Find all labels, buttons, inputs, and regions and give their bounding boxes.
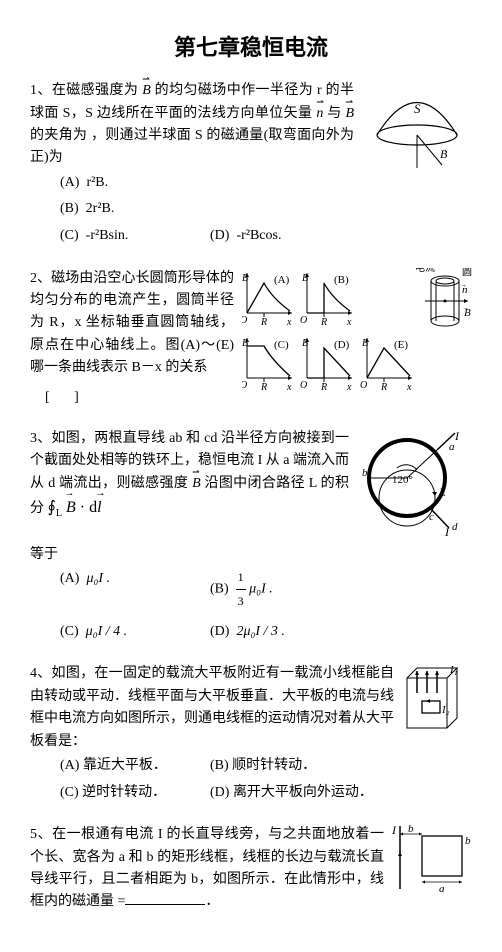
- svg-text:a: a: [439, 883, 445, 894]
- p1-vec-b: ⇀B: [142, 83, 151, 98]
- svg-text:I: I: [454, 429, 460, 443]
- p1-opt-c: (C) -r²Bsin.: [60, 223, 210, 250]
- p1-diagram: S B →: [362, 80, 472, 175]
- svg-text:圆筒: 圆筒: [462, 268, 472, 278]
- svg-text:→: →: [462, 304, 469, 312]
- p3-integral: ∮L ⇀B · d⇀l: [48, 499, 102, 516]
- p5-diagram: I b a b: [392, 824, 472, 894]
- svg-text:I₂: I₂: [441, 704, 450, 716]
- problem-3: 120° I a b c d I L 3、如图，两根直导线 ab 和 cd 沿半…: [30, 428, 472, 646]
- svg-text:O: O: [242, 380, 247, 391]
- svg-text:R: R: [260, 317, 267, 328]
- p3-vec-b: ⇀B: [192, 476, 201, 491]
- svg-text:I₁: I₁: [449, 664, 458, 676]
- svg-text:x: x: [346, 382, 352, 393]
- svg-text:(E): (E): [394, 339, 408, 351]
- svg-text:L: L: [438, 485, 446, 499]
- p3-opt-d: (D) 2μ₀I / 3 .: [210, 619, 360, 646]
- p5-blank: [125, 904, 205, 905]
- p1-vec-n: ⇀n: [316, 106, 323, 121]
- svg-text:R: R: [260, 382, 267, 393]
- svg-text:b: b: [408, 824, 414, 835]
- svg-text:B: B: [242, 273, 248, 284]
- p5-text: 5、在一根通有电流 I 的长直导线旁，与之共面地放着一个长、宽各为 a 和 b …: [30, 827, 384, 909]
- svg-text:O: O: [300, 380, 307, 391]
- svg-text:O: O: [242, 315, 247, 326]
- svg-text:c: c: [429, 511, 434, 523]
- svg-text:x: x: [346, 317, 352, 328]
- svg-text:(B): (B): [334, 274, 349, 286]
- svg-text:a: a: [449, 441, 455, 453]
- svg-text:B: B: [362, 338, 368, 349]
- svg-text:S: S: [414, 101, 421, 116]
- problem-2: 电流 圆筒 n → B → B R x O (A): [30, 268, 472, 410]
- p1-text-c: 与: [327, 106, 341, 121]
- svg-text:R: R: [320, 382, 327, 393]
- p4-opt-b: (B) 顺时针转动．: [210, 753, 360, 780]
- p3-text-c: 等于: [30, 538, 472, 566]
- svg-text:O: O: [360, 380, 367, 391]
- problem-5: I b a b 5、在一根通有电流 I 的长直导线旁，与之共面地放着一个长、宽各…: [30, 824, 472, 914]
- problem-4: I₁ I₂ 4、如图，在一固定的载流大平板附近有一载流小线框能自由转动或平动．线…: [30, 663, 472, 806]
- p3-opt-a: (A) μ₀I .: [60, 566, 210, 613]
- svg-text:b: b: [362, 467, 368, 479]
- chapter-title: 第七章稳恒电流: [30, 30, 472, 65]
- p1-vec-b2: ⇀B: [345, 106, 354, 121]
- svg-text:x: x: [286, 317, 292, 328]
- p4-opt-d: (D) 离开大平板向外运动．: [210, 780, 410, 807]
- p3-diagram: 120° I a b c d I L: [357, 428, 472, 538]
- svg-text:120°: 120°: [392, 474, 413, 486]
- svg-text:I: I: [444, 525, 450, 538]
- p2-diagrams: 电流 圆筒 n → B → B R x O (A): [242, 268, 472, 398]
- svg-text:d: d: [452, 521, 458, 533]
- svg-text:B: B: [242, 338, 248, 349]
- svg-text:x: x: [286, 382, 292, 393]
- svg-text:b: b: [465, 835, 471, 847]
- p4-opt-c: (C) 逆时针转动．: [60, 780, 210, 807]
- svg-text:B: B: [302, 273, 308, 284]
- svg-text:→: →: [460, 281, 467, 289]
- svg-text:(D): (D): [334, 339, 350, 351]
- p4-opt-a: (A) 靠近大平板．: [60, 753, 210, 780]
- problem-1: S B → 1、在磁感强度为 ⇀B 的均匀磁场中作一半径为 r 的半球面 S，S…: [30, 80, 472, 249]
- svg-text:O: O: [300, 315, 307, 326]
- p3-opt-c: (C) μ₀I / 4 .: [60, 619, 210, 646]
- p1-text-d: 的夹角为 ，则通过半球面 S 的磁通量(取弯面向外为正)为: [30, 128, 354, 165]
- svg-text:B: B: [302, 338, 308, 349]
- p1-text-a: 1、在磁感强度为: [30, 83, 138, 98]
- p1-opt-d: (D) -r²Bcos.: [210, 223, 360, 250]
- svg-text:(C): (C): [274, 339, 289, 351]
- p1-opt-a: (A) r²B.: [60, 170, 210, 197]
- svg-text:(A): (A): [274, 274, 290, 286]
- svg-text:x: x: [406, 382, 412, 393]
- svg-text:I: I: [392, 824, 397, 837]
- svg-text:电流: 电流: [415, 268, 435, 274]
- p1-opt-b: (B) 2r²B.: [60, 196, 210, 223]
- p4-diagram: I₁ I₂: [402, 663, 472, 738]
- svg-text:R: R: [380, 382, 387, 393]
- svg-text:→: →: [440, 145, 448, 154]
- p3-opt-b: (B) 13 μ₀I .: [210, 566, 360, 613]
- svg-text:R: R: [320, 317, 327, 328]
